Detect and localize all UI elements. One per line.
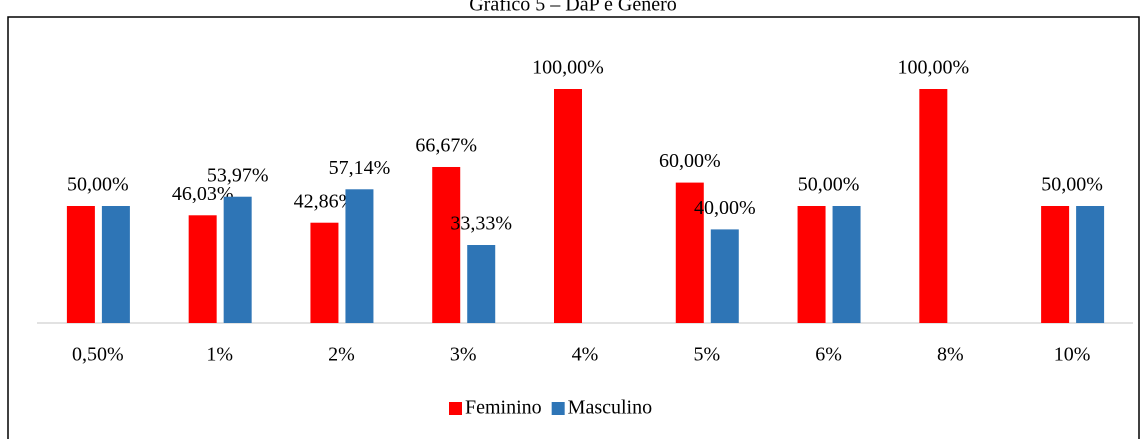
data-label: 100,00% (532, 57, 604, 79)
data-label: 53,97% (207, 164, 269, 186)
x-tick-label: 10% (1054, 344, 1091, 366)
legend-swatch (449, 402, 462, 415)
x-tick-label: 0,50% (72, 344, 124, 366)
bar (223, 196, 252, 323)
legend-label: Masculino (568, 397, 652, 419)
bar (310, 222, 339, 323)
bar (919, 89, 948, 323)
data-label: 60,00% (659, 150, 721, 172)
data-label: 46,03% (172, 183, 234, 205)
x-tick-label: 6% (815, 344, 842, 366)
data-label: 50,00% (1041, 174, 1103, 196)
x-tick-label: 4% (572, 344, 599, 366)
bar (467, 245, 496, 323)
bar (1076, 206, 1105, 323)
legend-label: Feminino (465, 397, 542, 419)
bar (832, 206, 861, 323)
bar (345, 189, 374, 323)
data-label: 57,14% (329, 157, 391, 179)
bar (1041, 206, 1070, 323)
x-tick-label: 3% (450, 344, 477, 366)
bar (675, 182, 704, 323)
bar (188, 215, 217, 323)
x-tick-label: 8% (937, 344, 964, 366)
data-label: 33,33% (450, 213, 512, 235)
chart-title: Gráfico 5 – DaP e Gênero (469, 0, 677, 16)
data-label: 42,86% (294, 190, 356, 212)
bar (432, 166, 461, 323)
data-label: 66,67% (415, 135, 477, 157)
bar (554, 89, 582, 323)
legend-swatch (551, 402, 565, 415)
x-tick-label: 5% (693, 344, 720, 366)
data-label: 100,00% (897, 57, 969, 79)
x-tick-label: 2% (328, 344, 355, 366)
bar (101, 206, 130, 323)
x-tick-label: 1% (206, 344, 233, 366)
bar (66, 206, 95, 323)
bar (797, 206, 826, 323)
data-label: 50,00% (798, 174, 860, 196)
data-label: 40,00% (694, 197, 756, 219)
data-label: 50,00% (67, 174, 129, 196)
bar (710, 229, 739, 323)
